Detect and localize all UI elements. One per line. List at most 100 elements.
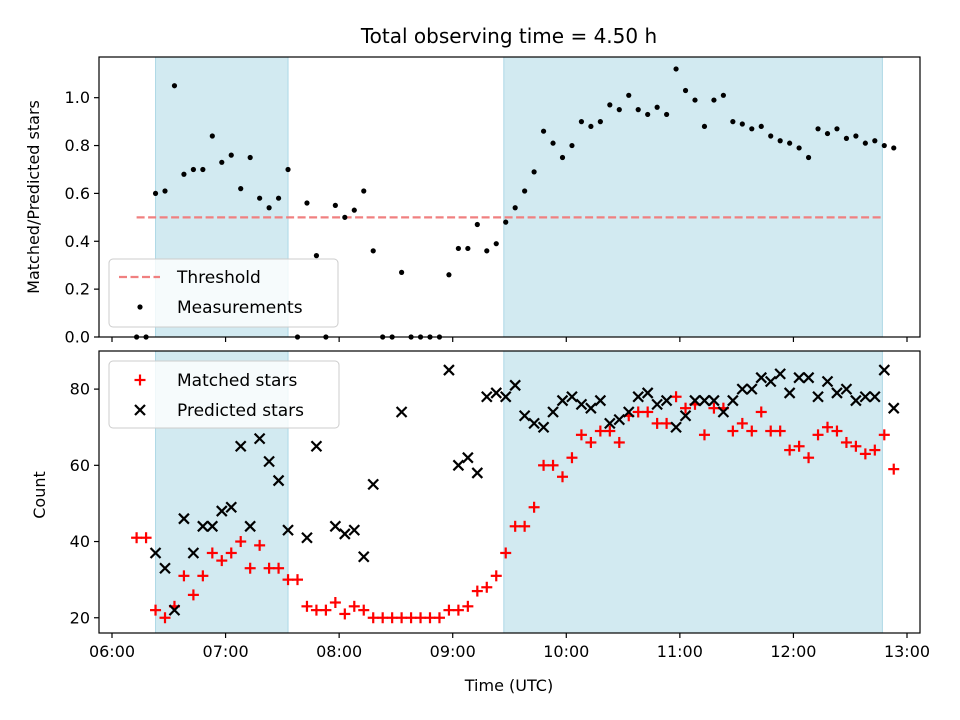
measurement-point [238,186,244,192]
predicted-stars-point [244,520,256,533]
x-stroke [168,604,181,616]
predicted-stars-point [357,551,370,563]
x-stroke [651,398,663,411]
predicted-stars-point [831,387,843,399]
predicted-stars-point [727,394,739,407]
matched-stars-point [462,600,474,612]
measurement-point [399,269,405,275]
predicted-stars-point [651,398,663,411]
matched-stars-point [736,417,748,429]
matched-stars-point [604,425,616,437]
x-stroke [708,394,720,407]
measurement-point [550,140,556,146]
x-stroke [632,390,644,403]
measurement-point [664,111,670,118]
matched-stars-point [424,612,436,624]
predicted-stars-point [509,379,521,392]
x-stroke [462,451,474,464]
predicted-stars-point [490,387,503,399]
measurement-point [342,214,348,220]
x-stroke [528,417,540,430]
matched-stars-point [216,555,228,567]
x-stroke [537,421,550,433]
matched-stars-point [613,436,625,448]
measurement-point [588,123,594,130]
x-stroke [793,371,805,384]
matched-stars-point [708,402,720,414]
matched-stars-point [774,425,786,437]
x-stroke [225,501,238,514]
predicted-stars-point [613,413,626,426]
predicted-stars-point [869,390,881,403]
predicted-stars-point [717,406,730,418]
measurement-point [465,245,471,252]
measurement-point [862,140,868,146]
top-y-tick-label: 0.2 [65,280,90,299]
x-stroke [178,512,190,525]
x-stroke [272,474,285,487]
matched-stars-point [812,429,824,441]
x-axis-label: Time (UTC) [464,676,553,695]
matched-stars-point [519,520,531,532]
matched-stars-point [547,459,559,471]
predicted-stars-point [528,417,540,430]
predicted-stars-point [168,604,181,616]
predicted-stars-point [149,547,162,559]
predicted-stars-point [774,368,786,380]
predicted-stars-point [698,394,711,407]
bottom-y-tick-label: 20 [70,608,90,627]
predicted-stars-point [641,387,654,399]
bottom-x-tick-label: 11:00 [657,642,703,661]
matched-stars-point [822,421,833,433]
x-stroke [216,505,228,517]
x-stroke [547,406,559,418]
measurement-point [654,104,660,110]
measurement-point [313,253,320,259]
predicted-stars-point [462,451,474,464]
x-stroke [339,528,351,540]
measurement-point [493,241,499,247]
matched-stars-point [150,604,162,616]
predicted-stars-point [566,390,578,403]
bottom-legend-box [108,360,340,429]
measurement-point [257,195,263,201]
predicted-stars-point [282,524,294,536]
top-y-axis-label: Matched/Predicted stars [24,100,43,294]
x-stroke [859,390,872,403]
predicted-stars-point [887,402,900,414]
predicted-stars-point [783,387,796,399]
measurement-point [522,188,528,194]
x-stroke [727,394,739,407]
predicted-stars-point [679,410,692,422]
predicted-stars-point [537,421,550,433]
predicted-stars-point [443,364,455,376]
matched-stars-point [140,532,152,544]
matched-stars-point [869,444,881,456]
x-stroke [764,375,777,388]
measurement-point [474,221,480,228]
x-stroke [395,406,408,418]
legend-measurements-label: Measurements [177,298,303,318]
measurement-point [228,152,234,158]
bottom-x-tick-label: 09:00 [430,642,476,661]
x-stroke [490,387,503,399]
measurement-point [578,119,585,125]
matched-stars-point [490,570,502,582]
matched-stars-point [263,562,275,574]
matched-stars-point [358,604,370,616]
measurement-point [758,123,764,130]
top-y-tick-label: 1.0 [65,88,90,107]
matched-stars-point [566,452,578,464]
x-stroke [329,520,342,533]
measurement-point [512,205,518,211]
measurement-point [190,166,196,173]
top-y-tick-label: 0.8 [65,136,90,155]
matched-stars-point [235,536,247,548]
x-stroke [755,371,768,384]
matched-stars-point [500,547,512,559]
matched-stars-point [386,612,398,624]
predicted-stars-point [689,394,701,407]
bottom-x-tick-label: 08:00 [316,642,362,661]
predicted-stars-point [793,371,805,384]
